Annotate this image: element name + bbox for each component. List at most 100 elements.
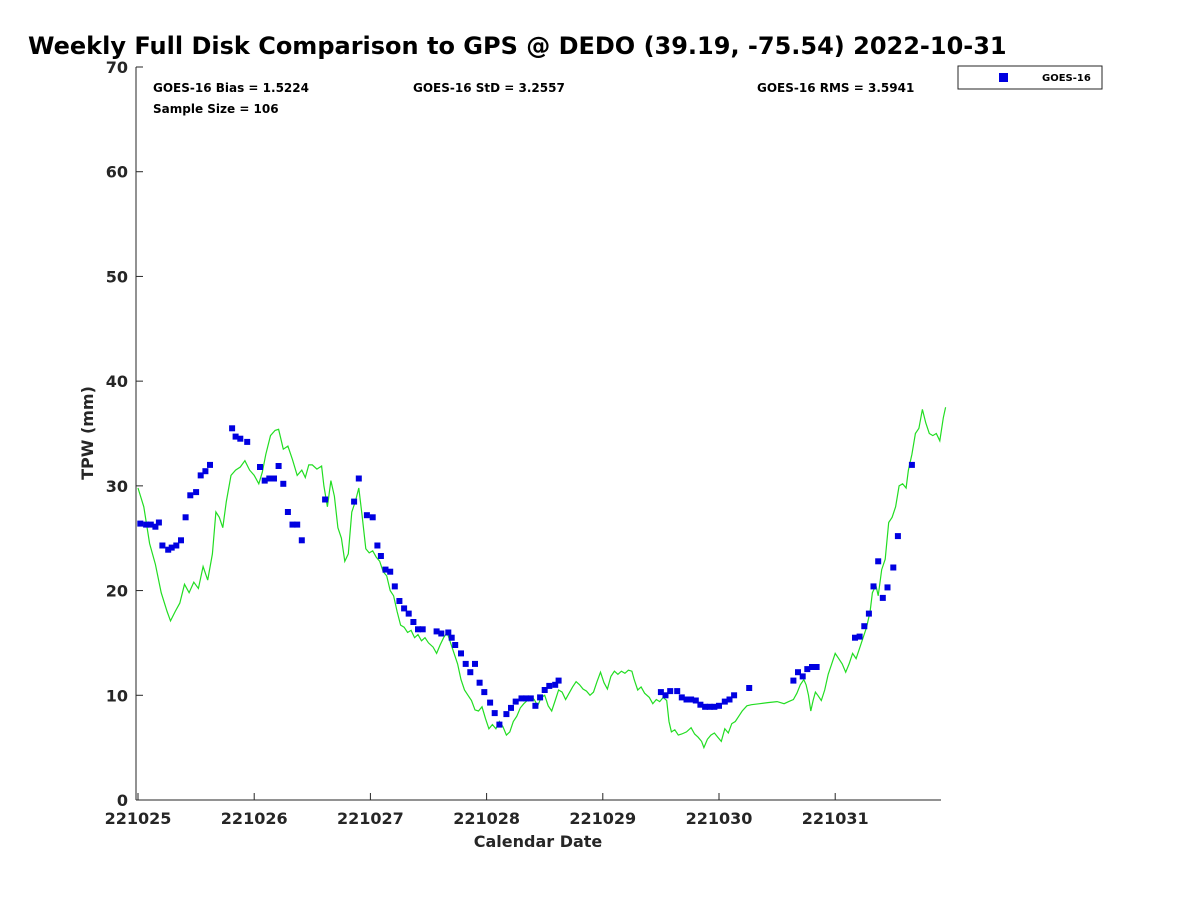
goes16-point	[541, 687, 548, 693]
goes16-point	[193, 489, 200, 496]
goes16-point	[415, 626, 421, 633]
goes16-point	[884, 584, 891, 591]
goes16-point	[813, 664, 820, 670]
goes16-point	[229, 425, 236, 432]
rms-stat: GOES-16 RMS = 3.5941	[757, 81, 914, 95]
y-axis-label: TPW (mm)	[78, 386, 97, 480]
y-tick-label: 30	[106, 477, 128, 496]
x-tick-label: 221029	[569, 809, 636, 828]
y-tick-label: 20	[106, 582, 128, 601]
goes16-point	[678, 694, 685, 701]
goes16-point	[491, 710, 498, 717]
sample-size-stat: Sample Size = 106	[153, 102, 279, 116]
x-tick-label: 221025	[105, 809, 172, 828]
chart-title: Weekly Full Disk Comparison to GPS @ DED…	[28, 32, 1007, 60]
x-tick-label: 221027	[337, 809, 404, 828]
goes16-point	[667, 688, 674, 695]
goes16-point	[374, 542, 381, 549]
plot-area	[137, 407, 947, 750]
y-ticks: 0 10 20 30 40 50 60 70	[106, 58, 143, 810]
y-tick-label: 0	[117, 791, 128, 810]
goes16-point	[448, 634, 455, 641]
goes16-point	[688, 696, 695, 703]
goes16-point	[462, 660, 469, 667]
goes16-point	[355, 475, 362, 482]
goes16-point	[472, 660, 478, 667]
goes16-point	[731, 692, 738, 699]
goes16-point	[261, 477, 268, 484]
goes16-point	[173, 542, 180, 549]
goes16-point	[197, 472, 204, 479]
goes16-point	[187, 492, 194, 499]
goes16-point	[182, 514, 189, 521]
x-tick-label: 221031	[802, 809, 869, 828]
x-tick-label: 221026	[221, 809, 288, 828]
goes16-point	[137, 520, 144, 527]
legend-box	[957, 65, 1103, 90]
goes16-point	[795, 669, 801, 676]
goes16-point	[532, 702, 539, 709]
std-stat: GOES-16 StD = 3.2557	[413, 81, 565, 95]
goes16-point	[726, 696, 733, 703]
goes16-point	[799, 673, 806, 680]
gps-series-line	[137, 407, 947, 750]
goes16-point	[382, 566, 389, 573]
legend: GOES-16	[957, 65, 1103, 90]
goes16-point	[674, 688, 681, 695]
goes16-point	[280, 480, 287, 487]
goes16-point	[512, 698, 519, 705]
goes16-point	[790, 677, 797, 684]
goes16-point	[721, 698, 728, 705]
goes16-point	[865, 610, 872, 617]
goes16-point	[870, 583, 877, 590]
goes16-point	[244, 438, 251, 445]
x-ticks: 221025 221026 221027 221028 221029 221030 2210…	[105, 793, 869, 828]
goes16-point	[257, 464, 263, 470]
goes16-point	[481, 689, 488, 696]
goes16-point	[168, 544, 175, 551]
goes16-point	[363, 512, 370, 519]
goes16-point	[804, 666, 811, 673]
y-tick-label: 70	[106, 58, 128, 77]
goes16-point	[298, 537, 305, 544]
goes16-point	[555, 677, 562, 684]
goes16-point	[438, 630, 445, 637]
goes16-point	[852, 634, 858, 641]
goes16-point	[419, 626, 426, 633]
goes16-point	[322, 496, 329, 503]
goes16-point	[692, 697, 699, 704]
goes16-point	[351, 498, 358, 505]
x-tick-label: 221028	[453, 809, 520, 828]
axes	[135, 67, 941, 801]
goes16-point	[207, 461, 213, 468]
goes16-point	[271, 475, 277, 482]
goes16-point	[552, 681, 559, 688]
goes16-point	[746, 685, 753, 691]
goes16-point	[711, 703, 718, 710]
goes16-point	[275, 463, 282, 469]
goes16-point	[152, 523, 159, 530]
goes16-point	[433, 628, 440, 635]
goes16-point	[683, 696, 690, 703]
goes16-point	[487, 699, 494, 706]
goes16-point	[476, 679, 483, 686]
goes16-point	[657, 689, 664, 696]
goes16-point	[452, 642, 459, 648]
goes16-point	[467, 669, 474, 676]
goes16-point	[875, 558, 882, 565]
goes16-point	[155, 519, 162, 526]
goes16-point	[232, 433, 239, 440]
goes16-point	[294, 521, 301, 528]
goes16-point	[396, 598, 403, 604]
legend-label: GOES-16	[1042, 73, 1091, 84]
goes16-point	[405, 610, 412, 617]
goes16-point	[702, 703, 709, 710]
goes16-point	[527, 695, 534, 702]
goes16-point	[284, 509, 291, 515]
goes16-point	[401, 605, 408, 612]
goes16-point	[879, 594, 886, 601]
x-axis-label: Calendar Date	[474, 832, 603, 851]
goes16-point	[894, 533, 901, 540]
goes16-point	[706, 703, 713, 710]
